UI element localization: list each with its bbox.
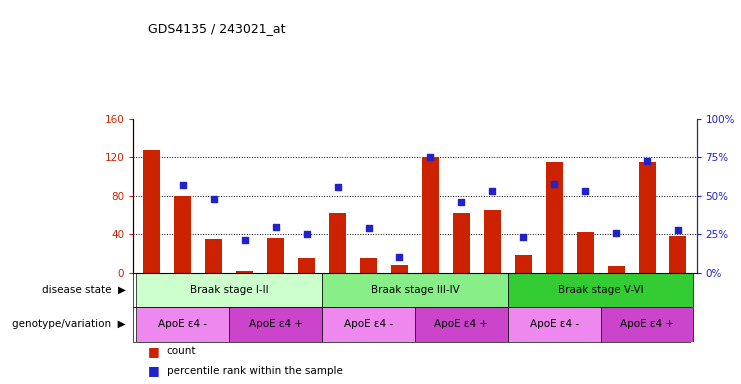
Text: Braak stage III-IV: Braak stage III-IV	[370, 285, 459, 295]
Text: disease state  ▶: disease state ▶	[42, 285, 126, 295]
Bar	[144, 150, 161, 273]
Point	[672, 227, 684, 233]
Text: percentile rank within the sample: percentile rank within the sample	[167, 366, 342, 376]
Text: ■: ■	[148, 345, 164, 358]
Text: Braak stage V-VI: Braak stage V-VI	[558, 285, 643, 295]
Bar	[545, 162, 562, 273]
Bar	[608, 266, 625, 273]
Point	[486, 188, 498, 194]
Bar	[360, 258, 377, 273]
Text: ApoE ε4 -: ApoE ε4 -	[159, 319, 207, 329]
Text: ApoE ε4 +: ApoE ε4 +	[434, 319, 488, 329]
Point	[579, 188, 591, 194]
Bar	[329, 213, 346, 273]
Point	[517, 234, 529, 240]
Point	[332, 184, 344, 190]
Bar	[322, 307, 415, 342]
Text: GDS4135 / 243021_at: GDS4135 / 243021_at	[148, 22, 286, 35]
Bar	[174, 196, 191, 273]
Point	[456, 199, 468, 205]
Bar	[229, 307, 322, 342]
Bar	[136, 273, 322, 307]
Bar	[391, 265, 408, 273]
Text: ApoE ε4 -: ApoE ε4 -	[344, 319, 393, 329]
Bar	[508, 273, 694, 307]
Point	[239, 237, 250, 243]
Bar	[415, 307, 508, 342]
Text: count: count	[167, 346, 196, 356]
Bar	[236, 271, 253, 273]
Point	[301, 231, 313, 237]
Bar	[484, 210, 501, 273]
Bar	[639, 162, 656, 273]
Text: Braak stage I-II: Braak stage I-II	[190, 285, 269, 295]
Bar	[453, 213, 470, 273]
Text: ApoE ε4 +: ApoE ε4 +	[620, 319, 674, 329]
Bar	[515, 255, 532, 273]
Point	[270, 223, 282, 230]
Point	[548, 180, 560, 187]
Bar	[576, 232, 594, 273]
Bar	[268, 238, 285, 273]
Text: ApoE ε4 -: ApoE ε4 -	[530, 319, 579, 329]
Point	[362, 225, 374, 231]
Bar	[669, 236, 686, 273]
Bar	[298, 258, 315, 273]
Bar	[322, 273, 508, 307]
Bar	[422, 157, 439, 273]
Text: ApoE ε4 +: ApoE ε4 +	[249, 319, 303, 329]
Point	[641, 157, 653, 164]
Point	[393, 254, 405, 260]
Bar	[205, 239, 222, 273]
Bar	[136, 307, 229, 342]
Point	[610, 230, 622, 236]
Bar	[601, 307, 694, 342]
Text: ■: ■	[148, 364, 164, 377]
Bar	[508, 307, 601, 342]
Point	[208, 196, 220, 202]
Point	[425, 154, 436, 161]
Text: genotype/variation  ▶: genotype/variation ▶	[13, 319, 126, 329]
Point	[177, 182, 189, 188]
